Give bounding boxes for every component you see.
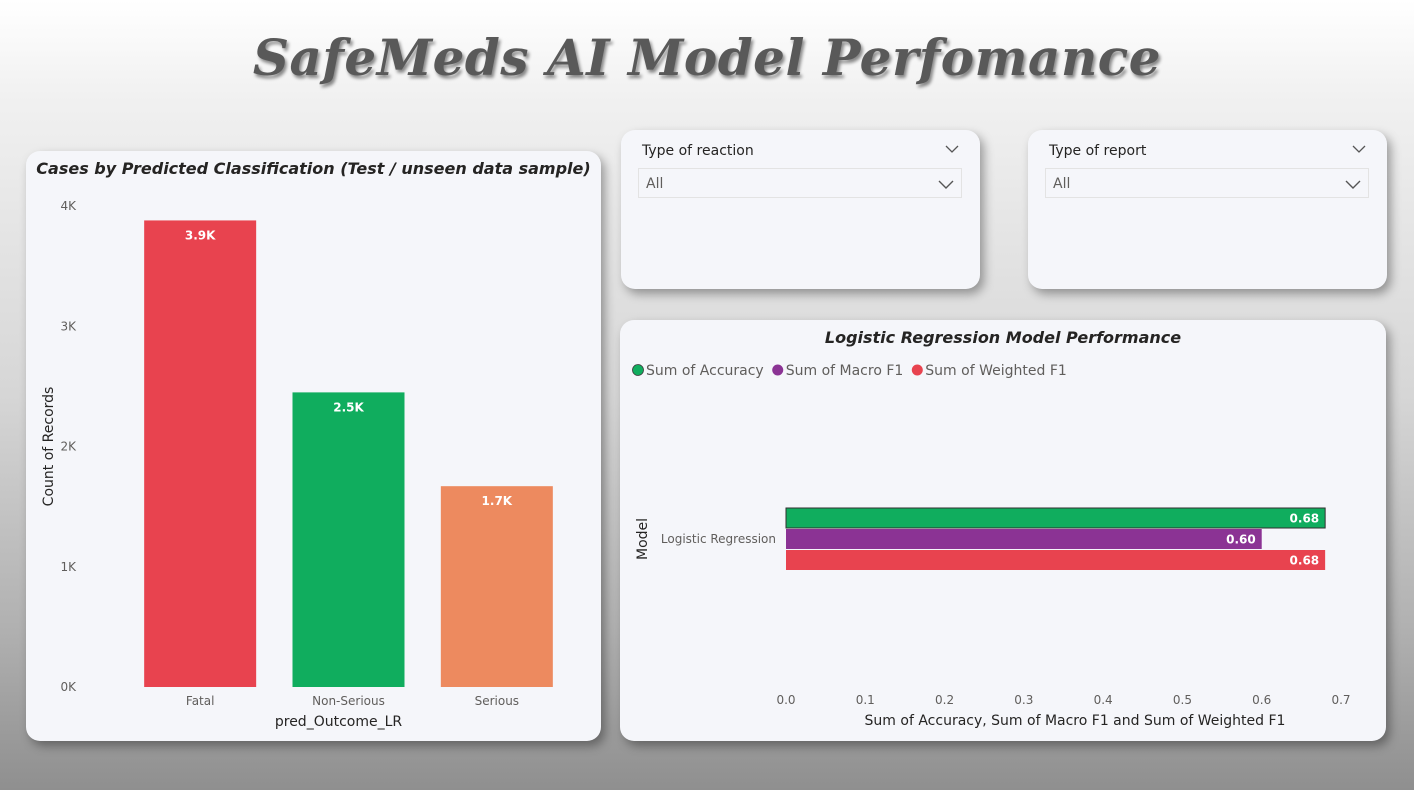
x-tick-label: Non-Serious (312, 694, 385, 708)
report-type-dropdown[interactable]: All (1045, 168, 1369, 198)
x-axis-title: Sum of Accuracy, Sum of Macro F1 and Sum… (865, 713, 1286, 729)
legend-item: Sum of Weighted F1 (925, 363, 1066, 379)
x-tick-label: 0.2 (935, 693, 954, 707)
bar-data-label: 1.7K (482, 494, 513, 508)
bar-data-label: 0.68 (1290, 554, 1320, 568)
page-title: SafeMeds AI Model Perfomance (252, 28, 1162, 87)
model-performance-chart: Sum of Accuracy Sum of Macro F1 Sum of Wei… (632, 363, 1351, 729)
legend-item: Sum of Accuracy (646, 363, 764, 379)
cases-bar-chart: 0K 1K 2K 3K 4K 3.9K Fatal 2.5K Non-Serious 1.7K Se… (41, 199, 553, 730)
reaction-type-dropdown[interactable]: All (638, 168, 962, 198)
report-type-label: Type of report (1049, 143, 1147, 159)
x-tick-label: 0.6 (1252, 693, 1271, 707)
y-tick-label: 2K (60, 440, 77, 454)
legend-marker (632, 364, 644, 376)
dropdown-chevron-icon[interactable] (937, 175, 955, 193)
x-tick-label: Serious (475, 694, 519, 708)
reaction-type-slicer: Type of reaction All (621, 130, 980, 289)
x-tick-label: 0.0 (776, 693, 795, 707)
x-tick-label: 0.7 (1331, 693, 1350, 707)
x-tick-label: 0.5 (1173, 693, 1192, 707)
y-tick-label: 4K (60, 199, 77, 213)
x-tick-label: 0.4 (1094, 693, 1113, 707)
y-axis-title: Model (635, 518, 651, 560)
bar-data-label: 0.68 (1290, 512, 1320, 526)
chevron-down-icon[interactable] (1351, 141, 1367, 157)
reaction-type-label: Type of reaction (642, 143, 754, 159)
y-tick-label: 1K (60, 560, 77, 574)
bar-sum-of-accuracy (785, 507, 1326, 529)
x-tick-label: 0.3 (1014, 693, 1033, 707)
y-axis-title: Count of Records (41, 387, 57, 507)
x-tick-label: Fatal (186, 694, 215, 708)
report-type-slicer: Type of report All (1028, 130, 1387, 289)
cases-chart-card: Cases by Predicted Classification (Test … (26, 151, 601, 741)
bar-sum-of-macro-f1 (786, 529, 1262, 549)
legend-item: Sum of Macro F1 (786, 363, 904, 379)
legend-marker (772, 364, 784, 376)
model-performance-card: Logistic Regression Model Performance Su… (620, 320, 1386, 741)
bar-non-serious (292, 392, 405, 687)
bar-data-label: 3.9K (185, 228, 216, 242)
y-tick-label: Logistic Regression (661, 532, 776, 546)
x-axis-title: pred_Outcome_LR (275, 714, 403, 730)
cases-chart-title: Cases by Predicted Classification (Test … (36, 159, 591, 178)
y-tick-label: 3K (60, 319, 77, 333)
bar-fatal (144, 220, 257, 687)
bar-serious (440, 486, 553, 687)
x-tick-label: 0.1 (856, 693, 875, 707)
report-type-value: All (1053, 176, 1071, 192)
y-tick-label: 0K (60, 680, 77, 694)
dropdown-chevron-icon[interactable] (1344, 175, 1362, 193)
reaction-type-value: All (646, 176, 664, 192)
legend-marker (911, 364, 923, 376)
bar-sum-of-weighted-f1 (786, 550, 1326, 570)
bar-data-label: 2.5K (333, 400, 364, 414)
bar-data-label: 0.60 (1226, 533, 1256, 547)
chevron-down-icon[interactable] (944, 141, 960, 157)
model-performance-title: Logistic Regression Model Performance (824, 328, 1182, 347)
